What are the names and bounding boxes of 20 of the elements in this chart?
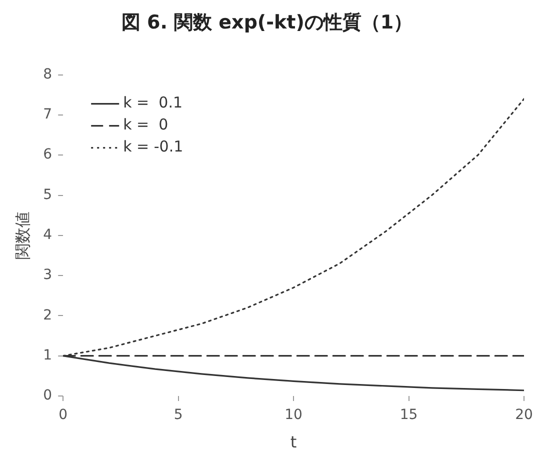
y-tick-label: 6: [43, 146, 52, 163]
x-tick-label: 5: [174, 407, 183, 424]
y-tick-label: 5: [43, 186, 52, 203]
x-tick-label: 15: [400, 407, 418, 424]
y-tick-label: 4: [43, 227, 52, 244]
legend-label: k = -0.1: [123, 138, 184, 156]
y-axis-title: 関数値: [12, 211, 32, 260]
x-tick-label: 10: [284, 407, 302, 424]
y-tick-label: 0: [43, 388, 52, 404]
legend-label: k = 0: [123, 116, 168, 134]
x-tick-label: 20: [515, 407, 533, 424]
y-tick-label: 8: [43, 66, 52, 82]
y-tick-label: 3: [43, 267, 52, 284]
x-axis-title: t: [290, 432, 297, 452]
chart-title: 図 6. 関数 exp(-kt)の性質（1）: [121, 11, 413, 34]
legend-label: k = 0.1: [123, 94, 183, 112]
x-tick-label: 0: [58, 407, 68, 424]
y-tick-label: 2: [43, 307, 52, 324]
y-tick-label: 1: [43, 347, 52, 364]
y-tick-label: 7: [43, 106, 52, 123]
